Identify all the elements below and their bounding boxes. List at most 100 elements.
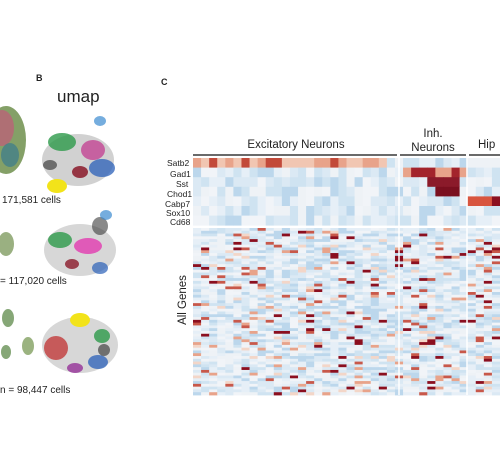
heatmap-cell — [225, 372, 234, 376]
heatmap-cell — [427, 158, 436, 168]
heatmap-cell — [435, 297, 444, 301]
heatmap-cell — [491, 322, 500, 326]
heatmap-cell — [306, 253, 315, 257]
heatmap-cell — [346, 283, 355, 287]
heatmap-cell — [386, 278, 396, 282]
heatmap-cell — [354, 322, 364, 326]
heatmap-cell — [209, 228, 218, 232]
heatmap-cell — [427, 353, 436, 357]
heatmap-cell — [475, 375, 485, 379]
heatmap-cell — [475, 266, 485, 271]
heatmap-cell — [435, 255, 444, 260]
heatmap-cell — [193, 292, 202, 296]
heatmap-cell — [298, 375, 307, 379]
cell-count-row1: 171,581 cells — [2, 195, 61, 206]
heatmap-cell — [378, 308, 388, 312]
heatmap-cell — [459, 266, 469, 271]
heatmap-cell — [289, 392, 299, 396]
heatmap-cell — [225, 308, 234, 312]
heatmap-cell — [459, 289, 469, 293]
heatmap-cell — [289, 333, 299, 337]
heatmap-cell — [193, 328, 202, 332]
heatmap-cell — [338, 339, 347, 343]
heatmap-cell — [411, 228, 420, 232]
heatmap-cell — [265, 215, 275, 226]
heatmap-cell — [362, 378, 372, 382]
heatmap-cell — [281, 369, 291, 374]
heatmap-cell — [257, 375, 267, 379]
heatmap-cell — [475, 381, 485, 385]
heatmap-cell — [241, 364, 250, 368]
heatmap-cell — [209, 250, 218, 254]
heatmap-cell — [193, 280, 202, 285]
heatmap-cell — [257, 339, 267, 343]
heatmap-cell — [193, 278, 202, 282]
heatmap-cell — [338, 364, 347, 368]
heatmap-cell — [233, 215, 242, 226]
heatmap-cell — [281, 333, 291, 337]
heatmap-cell — [289, 350, 299, 354]
heatmap-cell — [378, 383, 388, 388]
heatmap-cell — [225, 328, 234, 332]
heatmap-cell — [201, 353, 210, 357]
heatmap-cell — [483, 264, 493, 268]
heatmap-cell — [330, 244, 339, 248]
heatmap-cell — [265, 233, 275, 237]
heatmap-cell — [435, 311, 444, 315]
heatmap-cell — [459, 230, 469, 234]
heatmap-cell — [330, 311, 339, 315]
heatmap-cell — [201, 286, 210, 290]
heatmap-cell — [217, 383, 226, 388]
heatmap-cell — [306, 347, 315, 351]
heatmap-cell — [491, 266, 500, 271]
heatmap-cell — [354, 333, 364, 337]
heatmap-cell — [362, 325, 372, 329]
heatmap-cell — [419, 364, 428, 368]
heatmap-cell — [419, 372, 428, 376]
heatmap-cell — [257, 311, 267, 315]
heatmap-cell — [330, 247, 339, 251]
heatmap-cell — [370, 328, 380, 332]
heatmap-cell — [362, 264, 372, 268]
heatmap-cell — [281, 381, 291, 385]
heatmap-cell — [346, 319, 355, 324]
heatmap-cell — [419, 196, 428, 207]
heatmap-cell — [330, 392, 339, 396]
heatmap-cell — [217, 311, 226, 315]
heatmap-cell — [298, 333, 307, 337]
heatmap-cell — [370, 311, 380, 315]
heatmap-cell — [467, 369, 477, 374]
heatmap-cell — [273, 369, 283, 374]
heatmap-cell — [403, 275, 412, 279]
heatmap-cell — [217, 261, 226, 265]
heatmap-cell — [217, 342, 226, 346]
heatmap-cell — [427, 167, 436, 178]
heatmap-cell — [281, 269, 291, 273]
heatmap-cell — [265, 241, 275, 246]
heatmap-cell — [491, 289, 500, 293]
heatmap-cell — [346, 386, 355, 390]
heatmap-cell — [443, 266, 452, 271]
heatmap-cell — [281, 266, 291, 271]
heatmap-cell — [330, 272, 339, 276]
heatmap-cell — [403, 317, 412, 321]
heatmap-cell — [281, 196, 291, 207]
heatmap-cell — [193, 206, 202, 216]
heatmap-cell — [427, 350, 436, 354]
heatmap-cell — [193, 336, 202, 340]
heatmap-cell — [298, 266, 307, 271]
heatmap-cell — [281, 236, 291, 240]
heatmap-cell — [378, 247, 388, 251]
heatmap-cell — [289, 167, 299, 178]
heatmap-cell — [273, 364, 283, 368]
heatmap-cell — [467, 244, 477, 248]
heatmap-cell — [289, 294, 299, 298]
heatmap-cell — [427, 305, 436, 310]
heatmap-cell — [322, 233, 331, 237]
heatmap-cell — [386, 239, 396, 243]
heatmap-cell — [451, 269, 461, 273]
heatmap-cell — [459, 344, 469, 349]
heatmap-cell — [249, 372, 259, 376]
heatmap-cell — [475, 244, 485, 248]
heatmap-cell — [459, 261, 469, 265]
